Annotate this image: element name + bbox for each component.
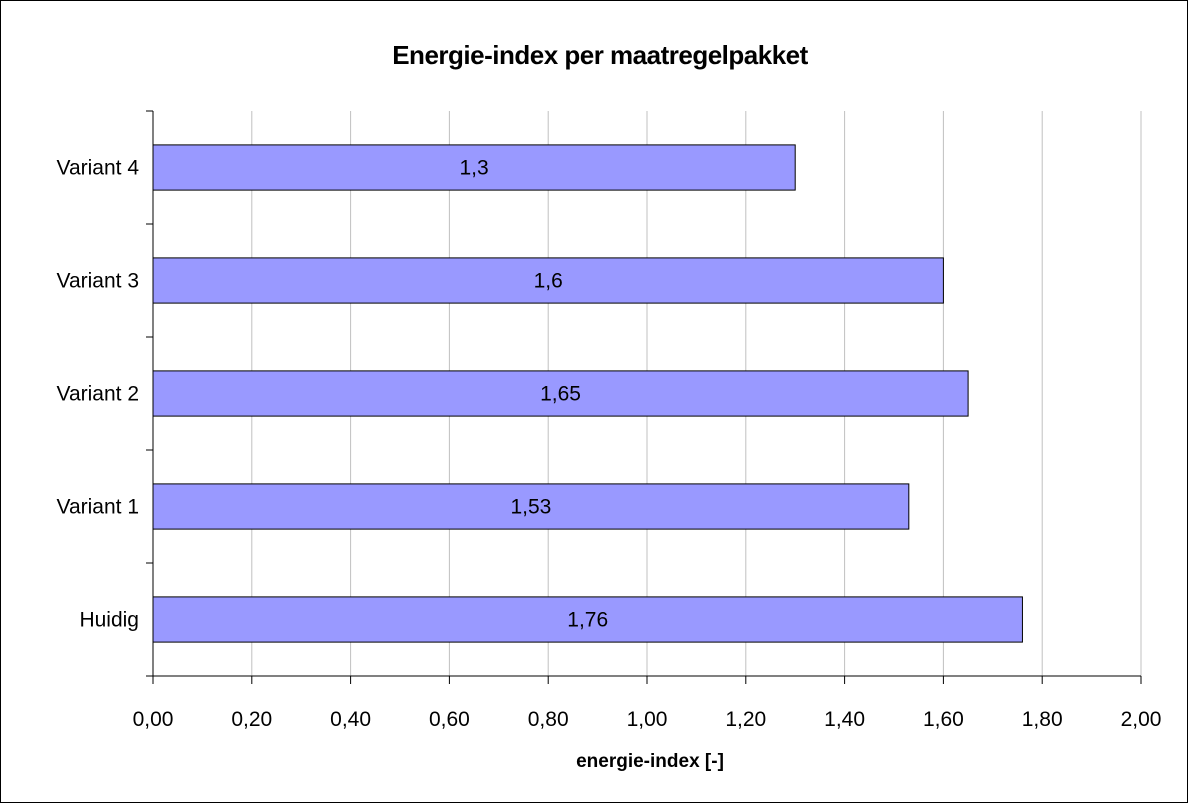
bar	[152, 144, 796, 191]
data-label: 1,65	[540, 383, 581, 406]
labels: 0,00 0,20 0,40 0,60 0,80 1,00 1,20 1,40 1,60 1,80…	[57, 157, 1162, 732]
data-label: 1,76	[567, 609, 608, 632]
category-label: Huidig	[79, 609, 139, 632]
x-tick-label: 1,60	[923, 708, 964, 731]
x-tick-label: 0,20	[231, 708, 272, 731]
x-tick-label: 0,60	[429, 708, 470, 731]
x-tick-label: 1,00	[627, 708, 668, 731]
x-tick-label: 1,40	[824, 708, 865, 731]
data-label: 1,3	[459, 157, 488, 180]
category-label: Variant 2	[57, 383, 140, 406]
chart-title: Energie-index per maatregelpakket	[392, 40, 808, 70]
category-label: Variant 3	[57, 270, 140, 293]
x-axis-title: energie-index [-]	[576, 751, 724, 772]
x-tick-label: 2,00	[1121, 708, 1162, 731]
data-label: 1,53	[510, 496, 551, 519]
x-tick-label: 0,80	[528, 708, 569, 731]
x-tick-label: 1,80	[1022, 708, 1063, 731]
x-tick-label: 1,20	[725, 708, 766, 731]
category-label: Variant 1	[57, 496, 140, 519]
bar	[152, 370, 969, 417]
axes	[146, 110, 1142, 684]
category-label: Variant 4	[57, 157, 140, 180]
grid	[251, 111, 1142, 676]
data-label: 1,6	[534, 270, 563, 293]
x-tick-label: 0,40	[330, 708, 371, 731]
bars	[152, 144, 1023, 643]
x-tick-label: 0,00	[133, 708, 174, 731]
